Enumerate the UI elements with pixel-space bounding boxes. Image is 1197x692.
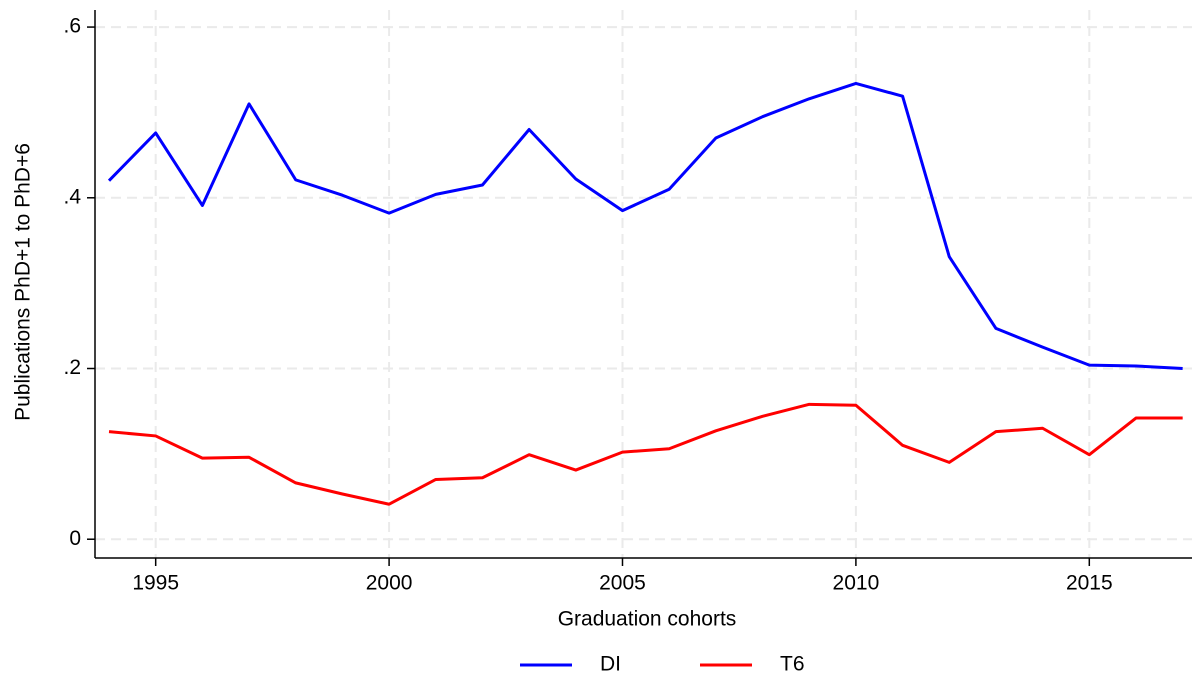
y-axis-label: Publications PhD+1 to PhD+6 (12, 143, 35, 421)
y-tick-label: .4 (63, 185, 81, 208)
y-tick-label: .2 (63, 356, 81, 379)
x-tick-label: 2005 (599, 572, 646, 595)
y-tick-label: 0 (69, 527, 81, 550)
y-tick-label: .6 (63, 15, 81, 38)
x-tick-label: 1995 (132, 572, 179, 595)
x-axis-label: Graduation cohorts (558, 608, 737, 631)
x-tick-label: 2000 (366, 572, 413, 595)
x-tick-label: 2015 (1066, 572, 1113, 595)
data-line (108, 402, 1183, 506)
legend-label: DI (600, 653, 621, 676)
data-line (107, 81, 1183, 371)
x-tick-label: 2010 (833, 572, 880, 595)
legend-label: T6 (780, 653, 805, 676)
